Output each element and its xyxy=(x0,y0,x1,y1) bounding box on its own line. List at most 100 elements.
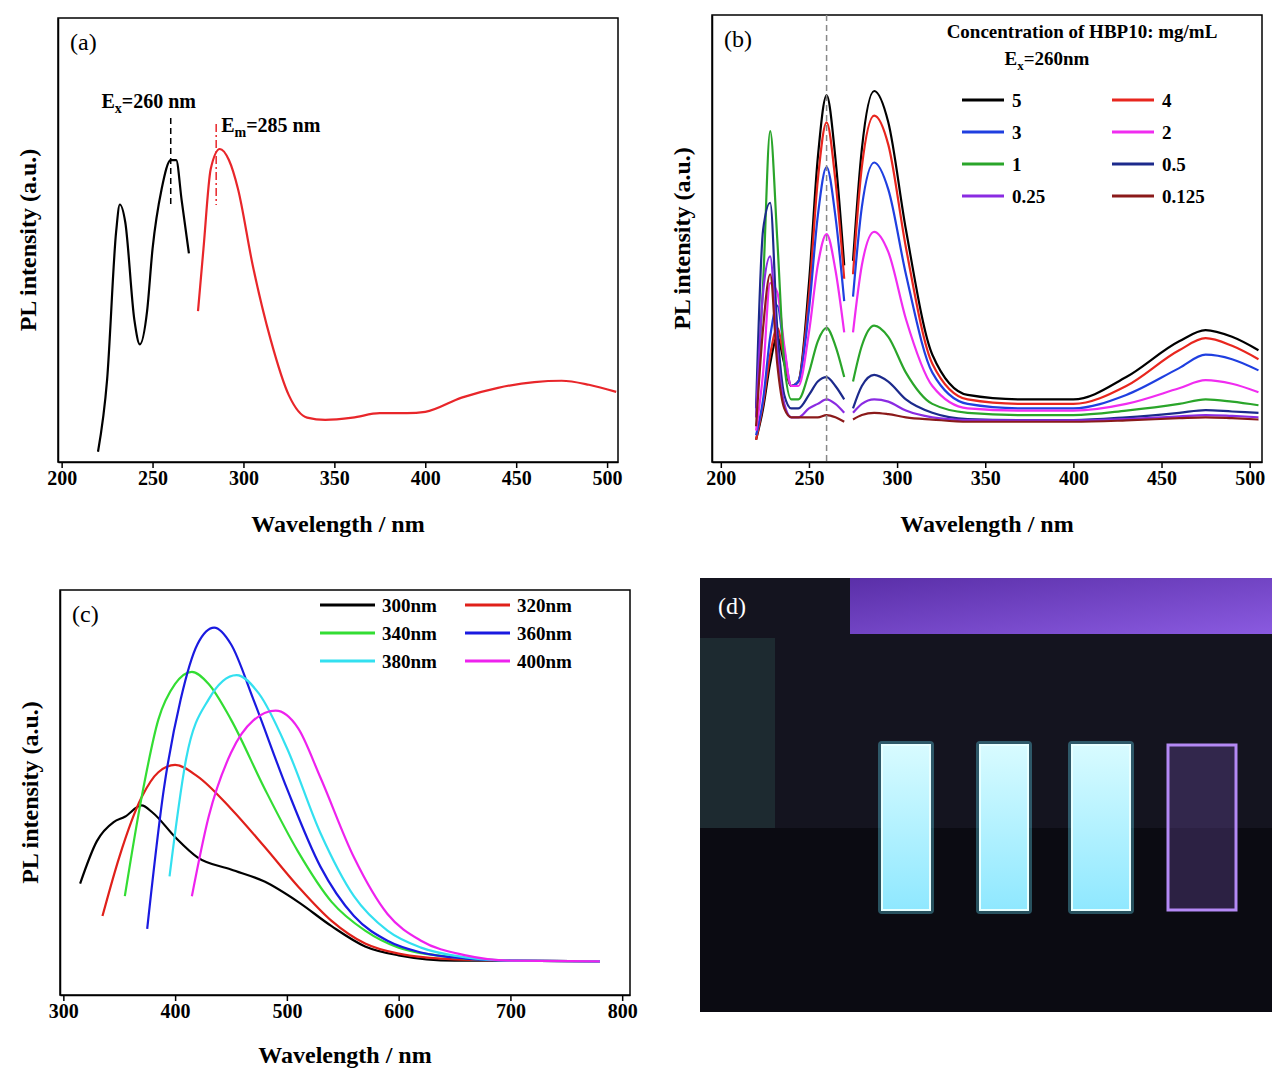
figure-svg: 200 250 300 350 400 450 500 Ex=260 nm Em=285 nm W… xyxy=(0,0,1274,1077)
x-tick: 350 xyxy=(971,462,1001,489)
legend: Concentration of HBP10: mg/mL Ex=260nm 5 4 3… xyxy=(947,21,1218,207)
y-axis xyxy=(712,16,713,463)
y-axis xyxy=(58,19,59,463)
legend-swatch xyxy=(465,632,510,635)
x-tick-label: 400 xyxy=(161,1000,191,1022)
legend: 300nm 320nm 340nm 360nm 380nm 400nm xyxy=(320,595,572,672)
cuvette-empty xyxy=(1168,745,1236,910)
x-axis: 200250300350400450500 xyxy=(706,462,1265,489)
legend-item: 4 xyxy=(1112,90,1172,111)
wall xyxy=(700,638,775,838)
legend-item: 3 xyxy=(962,122,1022,143)
x-tick-label: 500 xyxy=(593,467,623,489)
annotation-sub: x xyxy=(115,101,122,116)
legend-item: 320nm xyxy=(465,595,572,616)
panel: 200250300350400450500Wavelength / nmPL i… xyxy=(669,15,1265,537)
x-tick-label: 400 xyxy=(1059,467,1089,489)
annotation-sub: m xyxy=(235,125,247,140)
legend-item: 5 xyxy=(962,90,1022,111)
x-tick-label: 700 xyxy=(496,1000,526,1022)
y-axis-line xyxy=(58,19,60,463)
annotation-text: Em=285 nm xyxy=(221,114,321,140)
x-tick-label: 300 xyxy=(883,467,913,489)
x-tick-label: 300 xyxy=(49,1000,79,1022)
legend-title: Concentration of HBP10: mg/mL xyxy=(947,21,1218,42)
x-tick-label: 400 xyxy=(411,467,441,489)
uv-lamp xyxy=(850,578,1272,634)
series-line xyxy=(102,765,599,961)
legend-swatch xyxy=(962,131,1004,134)
legend-label: 380nm xyxy=(382,651,437,672)
legend-item: 400nm xyxy=(465,651,572,672)
legend-label: 360nm xyxy=(517,623,572,644)
y-axis-title: PL intensity (a.u.) xyxy=(17,701,43,884)
series-line xyxy=(756,131,1258,417)
x-tick-label: 500 xyxy=(272,1000,302,1022)
x-tick: 500 xyxy=(593,462,623,489)
x-tick: 400 xyxy=(1059,462,1089,489)
series-line xyxy=(198,149,616,420)
series-line xyxy=(756,116,1258,440)
plot-frame xyxy=(60,590,630,995)
series-line xyxy=(756,274,1258,426)
x-axis-line xyxy=(61,995,631,997)
x-tick: 250 xyxy=(138,462,168,489)
x-tick: 250 xyxy=(794,462,824,489)
annotation-rest: =260 nm xyxy=(122,90,197,112)
x-tick: 400 xyxy=(411,462,441,489)
series-line xyxy=(192,711,600,962)
y-axis-title: PL intensity (a.u.) xyxy=(15,149,41,332)
x-axis: 200250300350400450500 xyxy=(47,462,622,489)
panel-label: (a) xyxy=(70,29,97,55)
x-tick-label: 250 xyxy=(794,467,824,489)
photo: (d) xyxy=(700,578,1272,1012)
panel: 300400500600700800Wavelength / nmPL inte… xyxy=(17,590,638,1068)
annotation-text: Ex=260nm xyxy=(1005,48,1090,73)
cuvette xyxy=(882,745,930,910)
legend-label: 400nm xyxy=(517,651,572,672)
annotation-rest: =285 nm xyxy=(246,114,321,136)
x-tick-label: 500 xyxy=(1235,467,1265,489)
legend-label: 2 xyxy=(1162,122,1172,143)
legend-swatch xyxy=(320,632,375,635)
legend-label: 320nm xyxy=(517,595,572,616)
legend-swatch xyxy=(1112,131,1154,134)
series-line xyxy=(756,91,1258,440)
x-axis-title: Wavelength / nm xyxy=(900,511,1073,537)
legend-label: 340nm xyxy=(382,623,437,644)
annotation-line xyxy=(826,15,828,462)
legend-swatch xyxy=(1112,195,1154,198)
y-axis-line xyxy=(712,16,714,463)
x-tick: 450 xyxy=(502,462,532,489)
legend-item: 300nm xyxy=(320,595,437,616)
x-tick: 500 xyxy=(272,995,302,1022)
legend-label: 4 xyxy=(1162,90,1172,111)
cuvette-glow xyxy=(878,741,934,914)
legend-swatch xyxy=(962,195,1004,198)
cuvette xyxy=(980,745,1028,910)
x-tick: 300 xyxy=(229,462,259,489)
legend-swatch xyxy=(1112,99,1154,102)
x-tick: 600 xyxy=(384,995,414,1022)
x-tick: 800 xyxy=(608,995,638,1022)
legend-label: 1 xyxy=(1012,154,1022,175)
x-tick-label: 300 xyxy=(229,467,259,489)
legend-item: 0.25 xyxy=(962,186,1045,207)
cuvette-glow xyxy=(1068,741,1134,914)
figure: 200 250 300 350 400 450 500 Ex=260 nm Em=285 nm W… xyxy=(0,0,1274,1077)
plot-area xyxy=(756,91,1258,440)
annotation-base: E xyxy=(1005,48,1018,69)
x-tick-label: 200 xyxy=(47,467,77,489)
x-tick: 400 xyxy=(161,995,191,1022)
x-tick: 500 xyxy=(1235,462,1265,489)
legend-label: 0.25 xyxy=(1012,186,1045,207)
annotation-line xyxy=(215,124,217,205)
y-axis xyxy=(60,591,61,996)
legend-item: 0.5 xyxy=(1112,154,1186,175)
x-tick-label: 250 xyxy=(138,467,168,489)
annotation-line xyxy=(170,118,172,205)
legend-swatch xyxy=(465,660,510,663)
y-axis-title: PL intensity (a.u.) xyxy=(669,147,695,330)
cuvette xyxy=(1072,745,1130,910)
legend-swatch xyxy=(1112,163,1154,166)
